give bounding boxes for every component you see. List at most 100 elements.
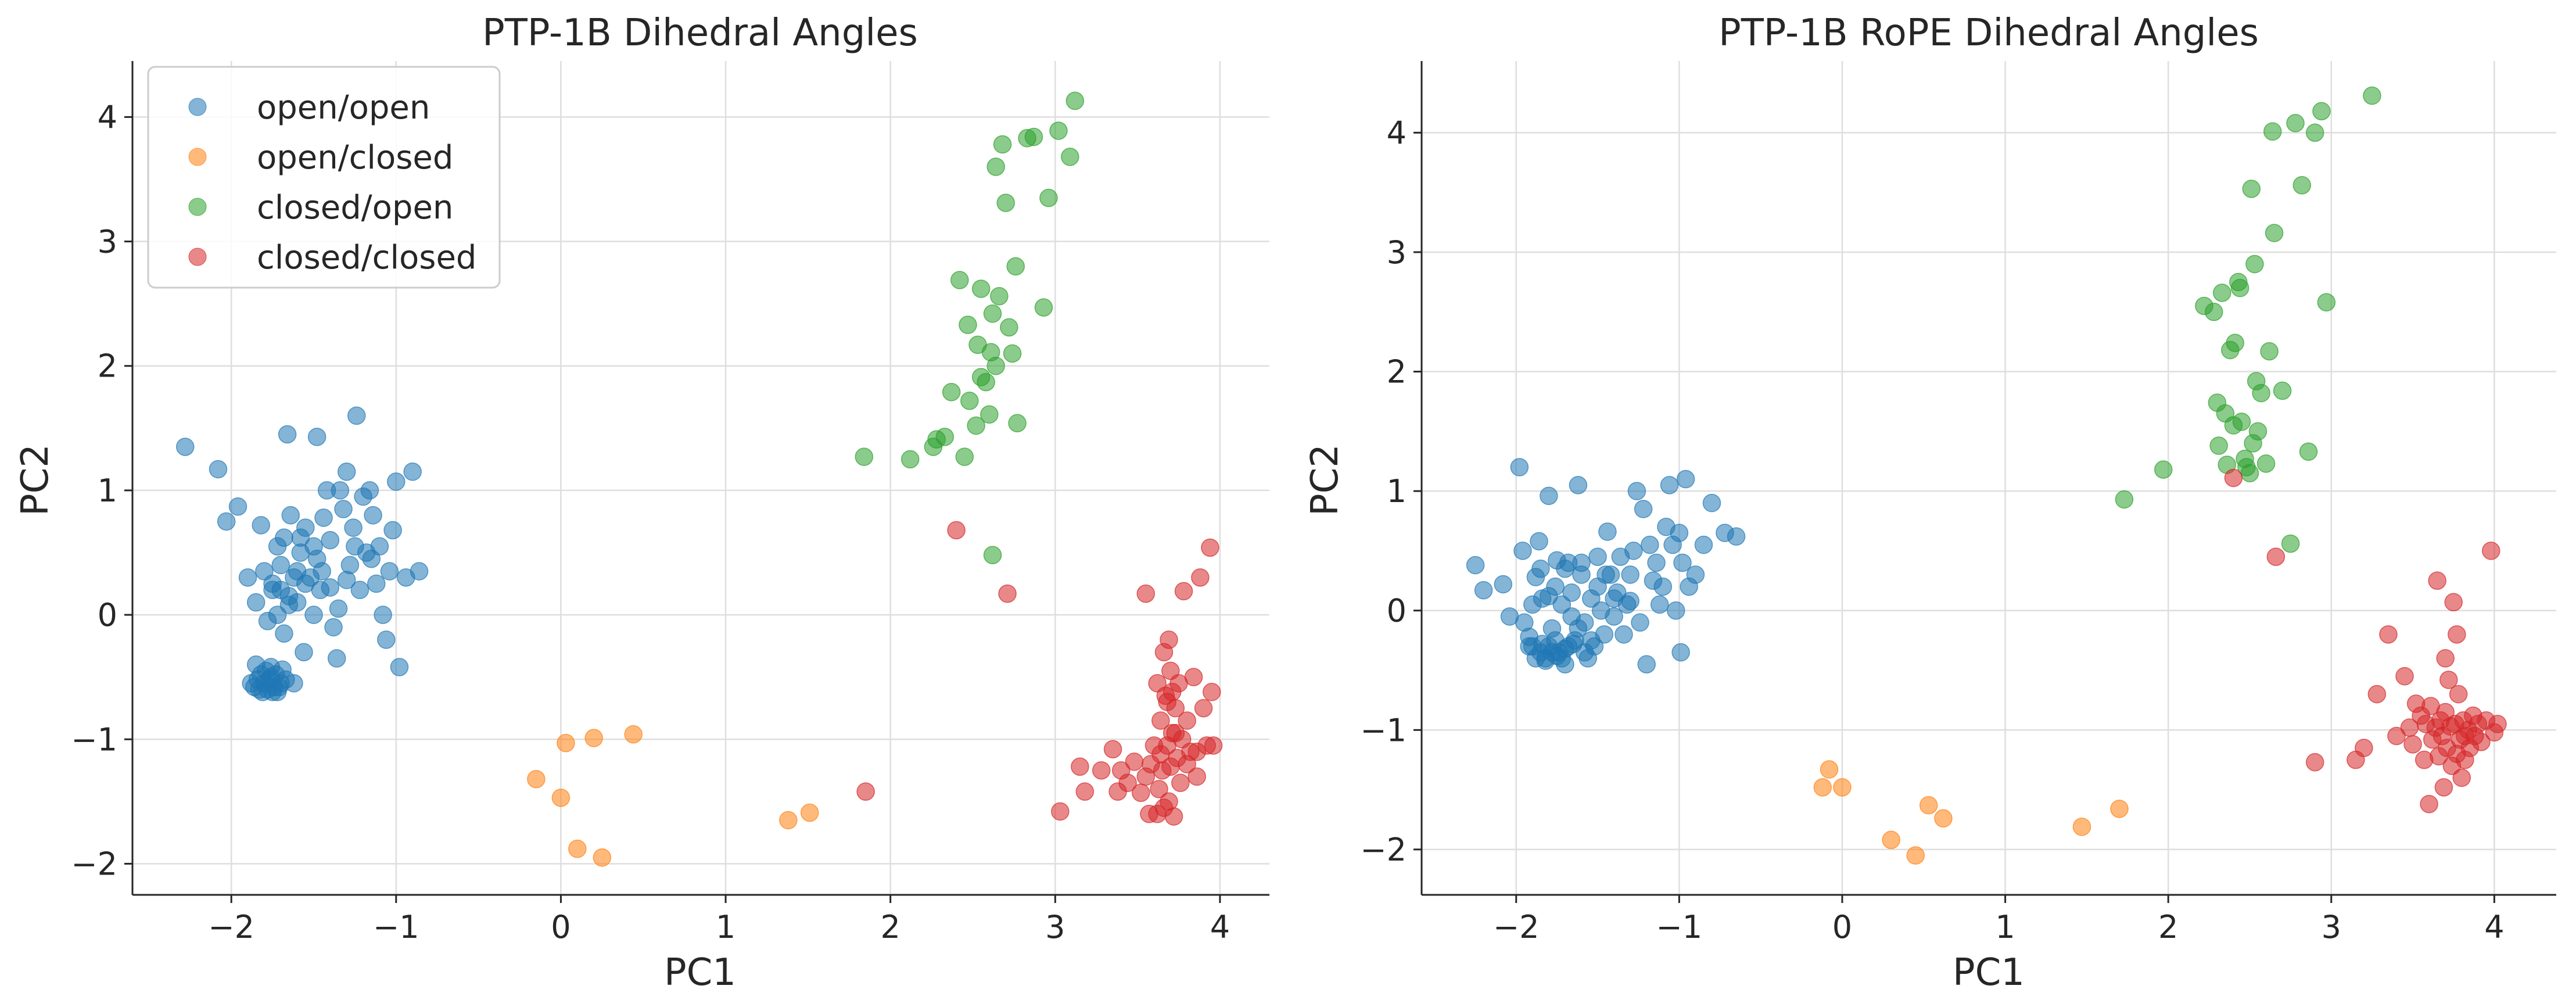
data-point-open-open [1631, 613, 1649, 632]
data-point-closed-closed [1125, 752, 1144, 771]
y-tick-label: −1 [71, 721, 117, 758]
data-point-closed-open [2286, 114, 2305, 132]
data-point-open-open [1540, 486, 1558, 506]
data-point-open-open [1588, 547, 1607, 566]
data-point-open-open [277, 670, 295, 689]
left-chart-y-axis-label: PC2 [14, 444, 57, 516]
data-point-closed-closed [2403, 735, 2422, 754]
data-point-open-open [1582, 631, 1601, 650]
data-point-open-closed [1833, 778, 1852, 797]
data-point-closed-closed [1160, 630, 1178, 649]
y-tick-label: 0 [1387, 593, 1407, 629]
data-point-open-open [1702, 493, 1721, 513]
data-point-open-open [1676, 470, 1695, 489]
data-point-closed-closed [998, 584, 1017, 603]
data-point-closed-closed [2482, 542, 2500, 560]
data-point-open-open [403, 463, 422, 481]
data-point-closed-open [2154, 460, 2173, 479]
y-tick-label: 2 [1387, 354, 1407, 390]
data-point-open-open [1653, 577, 1673, 596]
right-chart-panel: PTP-1B RoPE Dihedral Angles −2 −1 0 1 2 3 4 −2… [1304, 12, 2556, 994]
legend-marker [188, 198, 207, 216]
data-point-closed-closed [2355, 739, 2373, 757]
data-point-closed-closed [1132, 783, 1150, 802]
data-point-closed-open [1024, 127, 1043, 146]
data-point-open-open [268, 605, 287, 624]
data-point-open-open [291, 528, 310, 547]
data-point-closed-closed [856, 782, 875, 801]
right-chart-x-axis-label: PC1 [1953, 951, 2025, 994]
data-point-open-closed [584, 729, 603, 747]
data-point-open-closed [1820, 760, 1839, 779]
data-point-open-open [340, 556, 360, 575]
data-point-closed-open [1006, 257, 1025, 276]
data-point-open-open [380, 562, 399, 580]
x-tick-label: 1 [716, 909, 736, 945]
data-point-open-open [304, 537, 323, 556]
data-point-closed-open [2226, 334, 2244, 352]
data-point-closed-closed [1174, 582, 1193, 601]
y-tick-label: −2 [71, 845, 117, 882]
data-point-closed-open [967, 416, 985, 435]
data-point-closed-open [983, 304, 1002, 323]
y-tick-label: 1 [98, 472, 117, 509]
data-point-closed-closed [2428, 571, 2446, 590]
legend: open/open open/closed closed/open closed… [147, 66, 501, 289]
x-tick-label: 4 [1210, 909, 1230, 945]
data-point-open-open [252, 516, 270, 535]
data-point-open-closed [1813, 778, 1832, 797]
data-point-closed-open [2263, 122, 2282, 141]
data-point-closed-open [1000, 318, 1018, 337]
y-tick-label: 3 [1387, 234, 1407, 271]
data-point-open-closed [568, 840, 587, 858]
data-point-open-open [1548, 551, 1566, 570]
data-point-open-open [324, 618, 343, 637]
x-tick-label: 2 [880, 909, 900, 945]
data-point-closed-closed [1178, 755, 1196, 773]
legend-marker [188, 248, 207, 266]
data-point-closed-open [855, 447, 874, 466]
data-point-open-open [1605, 607, 1623, 626]
data-point-closed-open [950, 271, 969, 289]
data-point-closed-open [1065, 91, 1085, 110]
data-point-closed-closed [2224, 468, 2243, 488]
left-chart-x-axis-label: PC1 [664, 951, 736, 994]
data-point-closed-closed [1204, 736, 1223, 755]
data-point-open-open [360, 481, 379, 500]
data-point-open-open [346, 537, 364, 556]
y-tick-label: 1 [1387, 473, 1407, 510]
data-point-closed-open [900, 450, 920, 469]
right-chart-points [1466, 86, 2507, 865]
data-point-open-closed [551, 789, 571, 807]
data-point-closed-open [2245, 255, 2264, 274]
data-point-closed-closed [2448, 625, 2466, 644]
data-point-closed-closed [2434, 778, 2453, 797]
data-point-open-open [307, 428, 327, 446]
data-point-open-open [344, 518, 363, 537]
x-tick-label: 2 [2158, 909, 2178, 945]
data-point-open-open [281, 506, 300, 525]
data-point-closed-closed [2472, 733, 2491, 751]
data-point-open-open [275, 528, 293, 547]
data-point-open-closed [557, 733, 575, 752]
data-point-closed-open [2204, 302, 2223, 321]
data-point-open-open [271, 556, 290, 575]
data-point-closed-closed [1191, 568, 1210, 587]
legend-label: open/closed [257, 139, 453, 177]
data-point-closed-open [2312, 102, 2331, 121]
legend-label: closed/closed [257, 239, 476, 277]
y-tick-label: 4 [98, 99, 117, 135]
y-tick-label: 3 [98, 224, 117, 260]
data-point-open-open [296, 574, 315, 593]
data-point-closed-open [2281, 534, 2300, 553]
data-point-closed-open [959, 316, 977, 334]
left-chart-panel: PTP-1B Dihedral Angles −2 −1 0 1 2 3 4 −2 −1 0 1 2… [14, 12, 1269, 994]
data-point-open-open [217, 512, 236, 531]
data-point-open-closed [800, 803, 819, 822]
data-point-closed-closed [1172, 730, 1192, 749]
x-tick-label: 0 [1832, 909, 1852, 945]
data-point-closed-closed [1150, 780, 1168, 798]
right-chart-y-ticks: −2 −1 0 1 2 3 4 [1360, 114, 1422, 868]
left-chart-axes [131, 61, 1269, 896]
